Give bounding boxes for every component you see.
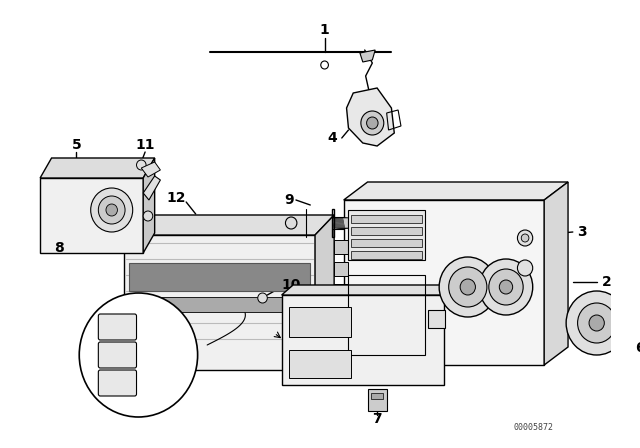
Bar (129, 297, 310, 312)
Polygon shape (335, 218, 345, 228)
Bar (351, 215, 422, 223)
FancyBboxPatch shape (99, 370, 136, 396)
Polygon shape (340, 218, 349, 228)
Polygon shape (334, 218, 344, 228)
Polygon shape (338, 218, 348, 228)
Polygon shape (360, 50, 375, 62)
Text: 4: 4 (327, 131, 337, 145)
Circle shape (518, 260, 532, 276)
Circle shape (479, 259, 532, 315)
Polygon shape (342, 218, 351, 228)
Bar (334, 284, 348, 298)
Circle shape (589, 315, 604, 331)
Polygon shape (143, 158, 155, 253)
Text: 7: 7 (372, 412, 382, 426)
Polygon shape (344, 182, 568, 200)
Polygon shape (333, 218, 343, 228)
FancyBboxPatch shape (99, 314, 136, 340)
Circle shape (518, 230, 532, 246)
Bar (367, 389, 387, 411)
Text: 9: 9 (284, 193, 294, 207)
Polygon shape (341, 218, 350, 228)
Circle shape (106, 204, 117, 216)
Circle shape (258, 293, 268, 303)
Circle shape (79, 293, 198, 417)
Bar (348, 210, 425, 260)
Polygon shape (346, 88, 394, 146)
Polygon shape (332, 218, 342, 228)
Bar (348, 275, 425, 355)
Text: 12: 12 (167, 191, 186, 205)
Text: 10: 10 (282, 278, 301, 292)
Polygon shape (282, 295, 444, 385)
Polygon shape (124, 215, 334, 235)
Circle shape (361, 111, 384, 135)
Text: 8: 8 (54, 241, 64, 255)
Bar (351, 227, 422, 235)
Bar (351, 251, 422, 259)
Polygon shape (339, 218, 348, 228)
Text: 5: 5 (72, 138, 81, 152)
Circle shape (367, 117, 378, 129)
Text: 3: 3 (577, 225, 588, 239)
Bar (334, 240, 348, 254)
Polygon shape (337, 218, 346, 228)
Polygon shape (143, 176, 161, 200)
Bar (129, 263, 310, 291)
Circle shape (521, 234, 529, 242)
Circle shape (136, 160, 146, 170)
Bar (289, 350, 351, 378)
Polygon shape (315, 215, 334, 370)
Circle shape (99, 196, 125, 224)
Bar (371, 393, 383, 399)
Polygon shape (124, 235, 315, 370)
Polygon shape (344, 200, 544, 365)
Circle shape (439, 257, 497, 317)
Circle shape (566, 291, 627, 355)
Bar (289, 307, 351, 337)
FancyBboxPatch shape (99, 342, 136, 368)
Bar (351, 239, 422, 247)
Text: 6: 6 (635, 341, 640, 355)
Circle shape (499, 280, 513, 294)
Circle shape (577, 303, 616, 343)
Circle shape (489, 269, 523, 305)
Circle shape (460, 279, 476, 295)
Polygon shape (282, 285, 456, 295)
Text: 11: 11 (136, 138, 155, 152)
Polygon shape (343, 218, 352, 228)
Bar (334, 306, 348, 320)
Circle shape (285, 217, 297, 229)
Text: 2: 2 (602, 275, 611, 289)
Polygon shape (40, 158, 155, 178)
Polygon shape (544, 182, 568, 365)
Bar (428, 310, 445, 328)
Bar (334, 262, 348, 276)
Polygon shape (336, 218, 346, 228)
Circle shape (91, 188, 132, 232)
Circle shape (143, 211, 153, 221)
Polygon shape (141, 162, 161, 177)
Text: 1: 1 (320, 23, 330, 37)
Circle shape (449, 267, 487, 307)
Polygon shape (40, 178, 143, 253)
Text: 00005872: 00005872 (514, 423, 554, 432)
